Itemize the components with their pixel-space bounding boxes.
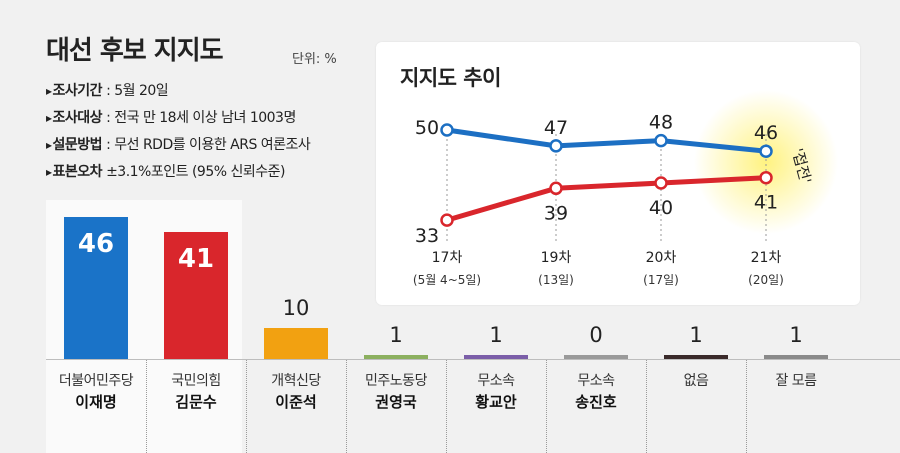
candidate-name: 황교안 (475, 393, 517, 411)
bar-value-label: 46 (77, 229, 115, 259)
survey-target-label: 조사대상 (46, 110, 103, 126)
survey-info: 조사기간: 5월 20일 조사대상: 전국 만 18세 이상 남녀 1003명 … (46, 80, 366, 188)
x-tick-sublabel: (20일) (748, 273, 784, 287)
bar-value-label: 41 (177, 244, 215, 275)
column-divider (546, 359, 548, 453)
data-label: 50 (415, 117, 439, 139)
data-label: 47 (544, 117, 568, 139)
survey-method: 설문방법: 무선 RDD를 이용한 ARS 여론조사 (46, 134, 366, 161)
candidate-party: 무소속 (577, 373, 615, 389)
candidate-name: 잘 모름 (775, 373, 817, 389)
candidate-name: 송진호 (575, 393, 617, 411)
candidate-party: 민주노동당 (365, 373, 427, 389)
survey-period-label: 조사기간 (46, 83, 103, 99)
survey-period: 조사기간: 5월 20일 (46, 80, 366, 107)
data-label: 46 (754, 122, 778, 144)
candidate-party: 무소속 (477, 373, 515, 389)
candidate-name: 김문수 (175, 393, 217, 411)
data-point (759, 170, 773, 185)
highlight-glow (694, 90, 838, 234)
data-label: 33 (415, 225, 439, 247)
x-tick-label: 20차 (646, 250, 677, 266)
x-tick-label: 17차 (432, 250, 463, 266)
survey-error-label: 표본오차 (46, 164, 103, 180)
column-divider (246, 359, 248, 453)
column-divider (446, 359, 448, 453)
candidate-party: 개혁신당 (271, 373, 321, 389)
survey-method-label: 설문방법 (46, 137, 103, 153)
unit-label: 단위: % (292, 52, 337, 67)
data-point (549, 181, 563, 196)
data-label: 40 (649, 197, 673, 219)
column-divider (146, 359, 148, 453)
survey-period-value: : 5월 20일 (106, 83, 169, 99)
survey-error: 표본오차±3.1%포인트 (95% 신뢰수준) (46, 161, 366, 188)
page-title: 대선 후보 지지도 (46, 36, 224, 66)
candidate-name: 없음 (683, 373, 709, 389)
data-label: 48 (649, 112, 673, 134)
x-tick-sublabel: (13일) (538, 273, 574, 287)
bar-5 (464, 355, 528, 359)
x-tick-label: 19차 (541, 250, 572, 266)
bar-value-label: 1 (389, 323, 403, 347)
candidate-label: 없음 (647, 370, 745, 391)
survey-error-value: ±3.1%포인트 (95% 신뢰수준) (106, 164, 285, 180)
candidate-name: 이재명 (75, 393, 117, 411)
bar-value-label: 1 (789, 323, 803, 347)
x-tick-sublabel: (5월 4~5일) (413, 273, 481, 287)
bar-8 (764, 355, 828, 359)
candidate-party: 더불어민주당 (58, 373, 134, 389)
x-tick-sublabel: (17일) (643, 273, 679, 287)
candidate-party: 국민의힘 (171, 373, 221, 389)
column-divider (346, 359, 348, 453)
data-label: 41 (754, 192, 778, 214)
bar-2 (164, 232, 228, 359)
trend-title: 지지도 추이 (400, 66, 501, 90)
data-point (549, 139, 563, 153)
data-label: 39 (544, 202, 568, 224)
bar-1 (64, 217, 128, 359)
bar-3 (264, 328, 328, 359)
candidate-label: 잘 모름 (747, 370, 845, 391)
trend-panel: 지지도 추이 50 47 48 46 33 39 40 41 17차 (5월 4~5일) 19차 (1… (376, 42, 860, 305)
data-point (654, 133, 668, 148)
survey-target-value: : 전국 만 18세 이상 남녀 1003명 (106, 110, 296, 126)
survey-target: 조사대상: 전국 만 18세 이상 남녀 1003명 (46, 107, 366, 134)
bar-6 (564, 355, 628, 359)
x-tick-label: 21차 (751, 250, 782, 266)
data-point (440, 213, 454, 227)
column-divider (646, 359, 648, 453)
candidate-name: 권영국 (375, 393, 417, 411)
bar-value-label: 1 (689, 323, 703, 347)
trend-chart: 50 47 48 46 33 39 40 41 17차 (5월 4~5일) 19차 (13일) 20차 (… (413, 90, 838, 287)
bar-value-label: 10 (282, 296, 310, 321)
survey-method-value: : 무선 RDD를 이용한 ARS 여론조사 (106, 137, 311, 153)
data-point (440, 123, 454, 137)
bar-value-label: 1 (489, 323, 503, 347)
bar-4 (364, 355, 428, 359)
bar-7 (664, 355, 728, 359)
series-line-2 (446, 175, 767, 223)
bar-chart-baseline (46, 359, 900, 360)
data-point (759, 144, 773, 158)
candidate-name: 이준석 (275, 393, 317, 411)
bar-value-label: 0 (589, 323, 603, 347)
data-point (654, 176, 668, 190)
column-divider (746, 359, 748, 453)
series-line-1 (446, 127, 767, 154)
